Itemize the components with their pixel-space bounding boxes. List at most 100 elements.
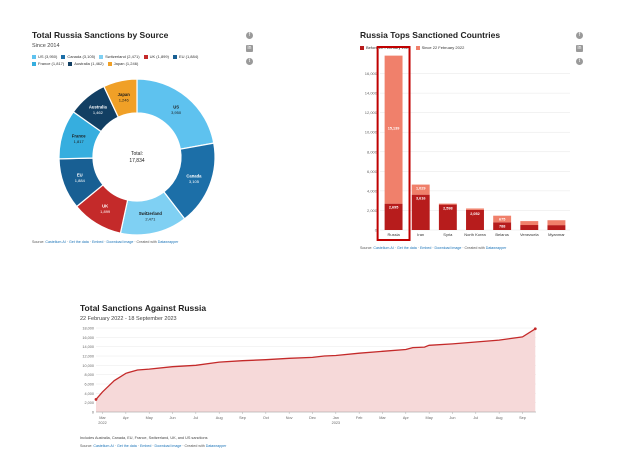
x-tick-label: Mar	[99, 416, 106, 420]
bar-value-label: 2,052	[470, 212, 480, 216]
x-category-label: Syria	[443, 232, 453, 237]
slice-name-label: Australia	[89, 105, 108, 110]
x-tick-label: Jul	[473, 416, 478, 420]
bar-syria-before[interactable]	[438, 204, 457, 230]
legend-label: Japan (1,246)	[113, 61, 139, 66]
source-site-link[interactable]: Castellum.AI	[93, 444, 114, 448]
legend-item-japan: Japan (1,246)	[107, 60, 139, 67]
bar-belarus-before[interactable]	[493, 222, 512, 230]
donut-social: f in t	[246, 32, 254, 71]
source-prefix: Source:	[32, 240, 45, 244]
twitter-icon[interactable]: t	[246, 58, 253, 65]
legend-item-us: US (3,950)	[32, 53, 57, 60]
legend-item-australia: Australia (1,462)	[68, 60, 104, 67]
sanctions-line[interactable]	[95, 328, 536, 400]
source-prefix: Source:	[80, 444, 93, 448]
donut-subtitle: Since 2014	[32, 43, 60, 49]
legend-item-canada: Canada (3,105)	[61, 53, 95, 60]
y-tick-label: 8,000	[84, 373, 94, 377]
y-tick-label: 0	[375, 228, 378, 233]
bar-iran-since[interactable]	[411, 184, 430, 195]
linkedin-icon[interactable]: in	[246, 45, 253, 52]
slice-value-label: 1,899	[100, 209, 111, 214]
slice-name-label: UK	[102, 204, 108, 209]
end-point[interactable]	[533, 327, 537, 331]
bar-north-korea-since[interactable]	[466, 208, 484, 210]
download-image-link[interactable]: Download image	[106, 240, 134, 244]
embed-link[interactable]: Embed	[419, 246, 432, 250]
year-label: 2022	[98, 421, 106, 425]
x-category-label: Russia	[387, 232, 400, 237]
line-source: Source: Castellum.AI · Get the data · Em…	[80, 444, 227, 448]
start-point[interactable]	[94, 398, 98, 401]
line-note: Includes Australia, Canada, EU, France, …	[80, 436, 208, 440]
x-tick-label: May	[426, 416, 433, 420]
donut-panel: Total Russia Sanctions by Source Since 2…	[32, 30, 242, 67]
x-category-label: North Korea	[464, 232, 486, 237]
bar-value-label: 2,695	[389, 206, 399, 210]
bar-venezuela-before[interactable]	[520, 225, 539, 230]
source-prefix: Source:	[360, 246, 373, 250]
bar-russia-before[interactable]	[384, 203, 403, 230]
get-data-link[interactable]: Get the data	[116, 444, 137, 448]
slice-value-label: 3,950	[171, 110, 182, 115]
embed-link[interactable]: Embed	[139, 444, 152, 448]
y-tick-label: 2,000	[367, 208, 378, 213]
y-tick-label: 16,000	[365, 71, 378, 76]
embed-link[interactable]: Embed	[91, 240, 104, 244]
donut-title: Total Russia Sanctions by Source	[32, 30, 169, 40]
y-tick-label: 6,000	[367, 169, 378, 174]
slice-name-label: Canada	[186, 173, 202, 178]
twitter-icon[interactable]: t	[576, 58, 583, 65]
created-with-text: Created with	[464, 246, 485, 250]
area-chart: 0 2,000 4,000 6,000 8,000 10,000 12,000 14,000 1…	[82, 327, 537, 425]
bar-north-korea-before[interactable]	[466, 209, 484, 230]
bar-belarus-since[interactable]	[493, 215, 512, 223]
bar-chart: 0 2,000 4,000 6,000 8,000 10,000 12,000 14,000 1…	[365, 46, 570, 241]
y-tick-label: 10,000	[82, 364, 94, 368]
x-category-label: Myanmar	[548, 232, 565, 237]
x-tick-label: Jun	[449, 416, 455, 420]
x-tick-label: Jul	[193, 416, 198, 420]
legend-item-eu: EU (1,884)	[172, 53, 198, 60]
get-data-link[interactable]: Get the data	[68, 240, 89, 244]
datawrapper-link[interactable]: Datawrapper	[205, 444, 227, 448]
y-tick-label: 4,000	[367, 188, 378, 193]
source-site-link[interactable]: Castellum.AI	[373, 246, 394, 250]
source-site-link[interactable]: Castellum.AI	[45, 240, 66, 244]
download-image-link[interactable]: Download image	[434, 246, 462, 250]
facebook-icon[interactable]: f	[246, 32, 253, 39]
donut-legend: US (3,950) Canada (3,105) Switzerland (2,4…	[32, 53, 232, 67]
x-tick-label: Dec	[309, 416, 316, 420]
y-tick-label: 14,000	[365, 91, 378, 96]
area-fill	[96, 328, 536, 412]
slice-value-label: 1,817	[74, 139, 85, 144]
x-tick-label: Apr	[123, 416, 130, 420]
download-image-link[interactable]: Download image	[154, 444, 182, 448]
legend-item-switzerland: Switzerland (2,471)	[99, 53, 140, 60]
facebook-icon[interactable]: f	[576, 32, 583, 39]
bar-iran-before[interactable]	[411, 194, 430, 230]
bar-value-label: 675	[499, 218, 505, 222]
datawrapper-link[interactable]: Datawrapper	[157, 240, 179, 244]
linkedin-icon[interactable]: in	[576, 45, 583, 52]
legend-label: UK (1,899)	[149, 54, 169, 59]
highlight-box-russia	[376, 46, 411, 241]
bar-venezuela-since[interactable]	[520, 221, 539, 226]
bar-russia-since[interactable]	[384, 55, 403, 204]
donut-slice-japan[interactable]	[103, 78, 138, 118]
datawrapper-link[interactable]: Datawrapper	[485, 246, 507, 250]
bar-myanmar-since[interactable]	[547, 220, 566, 226]
x-tick-label: Oct	[263, 416, 270, 420]
donut-source: Source: Castellum.AI · Get the data · Em…	[32, 240, 179, 244]
bar-value-label: 2,598	[443, 207, 453, 211]
x-tick-label: Sep	[519, 416, 526, 420]
bar-syria-since[interactable]	[438, 203, 457, 205]
slice-value-label: 1,462	[93, 110, 104, 115]
legend-label: US (3,950)	[38, 54, 58, 59]
slice-value-label: 1,246	[119, 97, 130, 102]
y-tick-label: 12,000	[365, 110, 378, 115]
get-data-link[interactable]: Get the data	[396, 246, 417, 250]
bar-myanmar-before[interactable]	[547, 225, 566, 230]
